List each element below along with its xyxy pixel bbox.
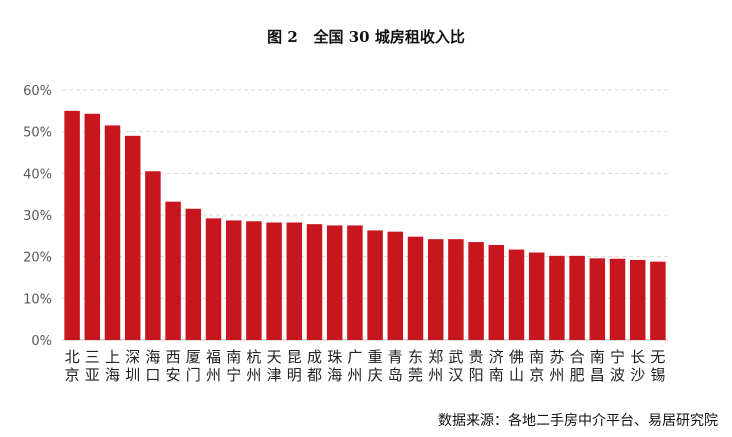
x-tick-label: 海口 (145, 348, 160, 384)
x-tick-label: 福州 (206, 348, 221, 384)
bar (650, 261, 666, 340)
bar (387, 231, 404, 340)
x-tick-label: 成都 (307, 348, 322, 384)
chart-title-text: 全国 30 城房租收入比 (313, 28, 465, 46)
x-tick-label: 南昌 (590, 348, 605, 384)
figure-number: 图 2 (267, 28, 298, 46)
x-tick-label: 深圳 (125, 348, 140, 384)
x-tick-label: 杭州 (246, 348, 261, 384)
y-tick-label: 30% (23, 209, 52, 224)
bar (407, 236, 424, 340)
bar (508, 249, 525, 340)
x-tick-label: 珠海 (327, 348, 342, 384)
bar (84, 113, 101, 340)
x-tick-label: 三亚 (85, 348, 100, 384)
bar (347, 225, 363, 340)
bar (306, 224, 323, 340)
source-note: 数据来源：各地二手房中介平台、易居研究院 (438, 413, 718, 429)
bar (427, 239, 444, 340)
x-tick-label: 郑州 (428, 348, 443, 384)
x-tick-label: 济南 (489, 348, 504, 384)
y-tick-label: 0% (31, 334, 52, 349)
bar (448, 239, 464, 340)
x-tick-label: 重庆 (368, 348, 383, 384)
x-tick-label: 贵阳 (469, 348, 484, 384)
bar (629, 260, 646, 340)
x-tick-label: 武汉 (448, 348, 463, 384)
x-tick-label: 南宁 (226, 348, 241, 384)
x-tick-label: 青岛 (388, 348, 403, 384)
bar (468, 242, 484, 340)
bar (246, 221, 262, 340)
x-tick-label: 上海 (105, 348, 120, 384)
x-tick-label: 合肥 (570, 348, 585, 384)
bar (165, 201, 181, 340)
bar (185, 208, 202, 340)
x-tick-label: 南京 (529, 348, 544, 384)
y-tick-label: 20% (23, 251, 52, 266)
bar (528, 252, 545, 340)
x-tick-label: 宁波 (610, 348, 625, 384)
y-tick-label: 40% (23, 167, 52, 182)
x-tick-label: 东莞 (408, 348, 423, 384)
x-tick-label: 长沙 (630, 348, 645, 384)
bar (286, 222, 303, 340)
bar (569, 255, 585, 340)
x-tick-label: 广州 (347, 348, 362, 384)
bar (326, 225, 343, 340)
bar (225, 220, 242, 340)
bar (104, 125, 121, 341)
bar (549, 255, 565, 340)
bar (64, 110, 80, 340)
y-tick-label: 50% (23, 126, 52, 141)
bar (367, 230, 383, 340)
x-tick-label: 佛山 (509, 348, 524, 384)
bar (609, 258, 626, 340)
x-tick-label: 天津 (267, 348, 282, 384)
x-tick-label: 厦门 (186, 348, 201, 384)
x-tick-label: 昆明 (287, 348, 302, 384)
x-tick-label: 西安 (166, 348, 181, 384)
bar (589, 258, 606, 340)
y-tick-label: 10% (23, 292, 52, 307)
y-tick-label: 60% (23, 84, 52, 99)
chart-title: 图 2 全国 30 城房租收入比 (0, 26, 732, 47)
bar (488, 245, 505, 340)
bar (124, 135, 141, 340)
x-tick-label: 无锡 (650, 348, 665, 384)
bar (266, 222, 282, 340)
x-tick-label: 苏州 (549, 348, 564, 384)
bar (145, 171, 161, 340)
x-tick-label: 北京 (65, 348, 80, 384)
bar (205, 218, 222, 340)
